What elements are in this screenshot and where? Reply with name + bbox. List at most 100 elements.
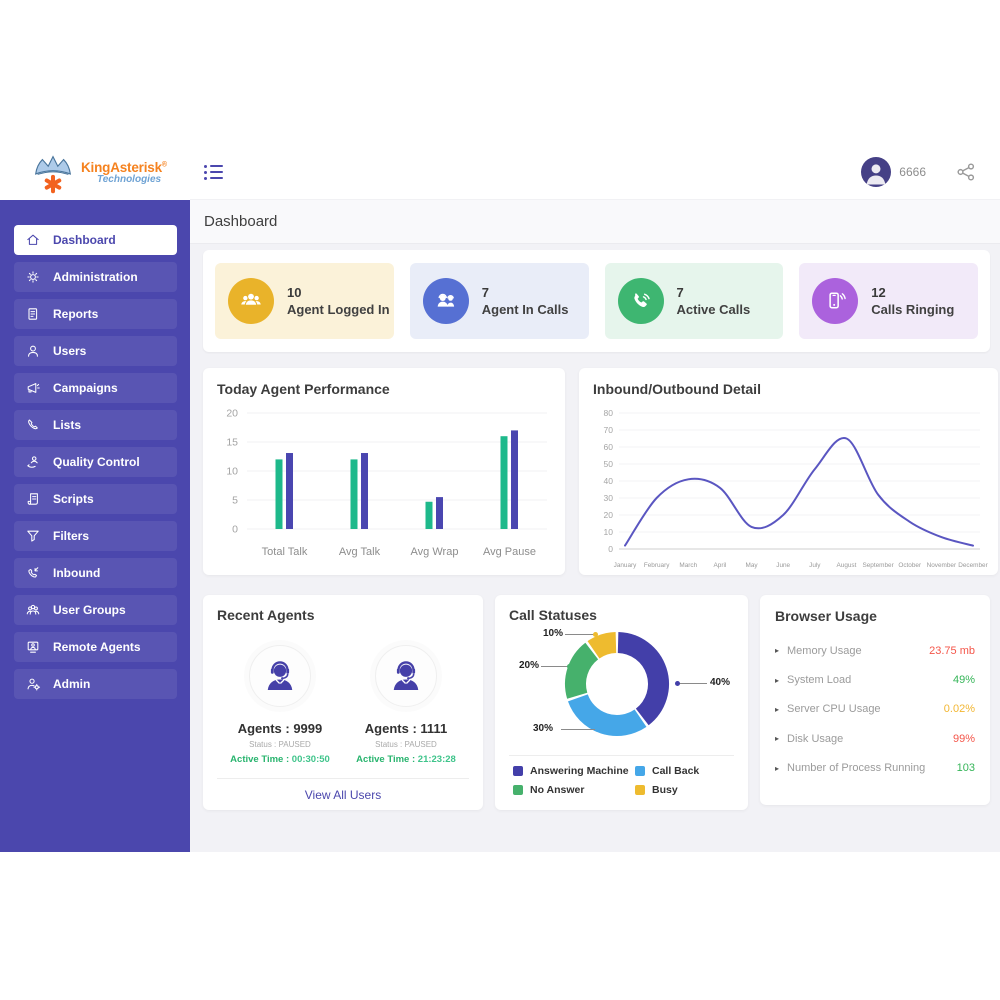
sidebar-item-filters[interactable]: Filters bbox=[14, 521, 177, 551]
legend-label: No Answer bbox=[530, 784, 585, 796]
stat-label: Calls Ringing bbox=[871, 302, 955, 317]
sidebar-item-label: Administration bbox=[53, 270, 138, 284]
page-title: Dashboard bbox=[204, 213, 278, 230]
legend-item-no-answer: No Answer bbox=[513, 784, 635, 796]
sidebar: Dashboard Administration Reports Users Campa… bbox=[0, 200, 190, 852]
browser-usage-card: Browser Usage ▸ Memory Usage 23.75 mb ▸ Syst… bbox=[760, 595, 990, 805]
legend-swatch bbox=[513, 785, 523, 795]
filter-icon bbox=[27, 530, 39, 542]
sidebar-item-reports[interactable]: Reports bbox=[14, 299, 177, 329]
dashboard-content: 10 Agent Logged In 7 Agent In Calls 7 Active … bbox=[190, 244, 1000, 810]
svg-text:May: May bbox=[746, 562, 759, 569]
sidebar-item-campaigns[interactable]: Campaigns bbox=[14, 373, 177, 403]
legend-swatch bbox=[635, 785, 645, 795]
sidebar-item-scripts[interactable]: Scripts bbox=[14, 484, 177, 514]
svg-text:August: August bbox=[837, 562, 857, 569]
svg-text:30: 30 bbox=[604, 493, 614, 503]
usage-label: Number of Process Running bbox=[787, 762, 926, 775]
agent-status: Status : PAUSED bbox=[249, 740, 311, 749]
usage-value: 23.75 mb bbox=[929, 644, 975, 657]
crown-asterisk-icon bbox=[35, 154, 71, 193]
top-bar: KingAsterisk® Technologies bbox=[0, 145, 1000, 200]
stat-card-agent-logged-in: 10 Agent Logged In bbox=[215, 263, 394, 339]
legend-item-busy: Busy bbox=[635, 784, 730, 796]
agent-agents-9999: Agents : 9999 Status : PAUSED Active Time … bbox=[230, 645, 330, 765]
usage-label: Server CPU Usage bbox=[787, 703, 881, 716]
legend-swatch bbox=[635, 766, 645, 776]
svg-text:October: October bbox=[898, 562, 922, 569]
agents-headset-icon bbox=[422, 278, 469, 324]
top-bar-main: 6666 bbox=[190, 145, 1000, 200]
svg-text:April: April bbox=[714, 562, 727, 569]
legend-item-call-back: Call Back bbox=[635, 765, 730, 777]
usage-value: 0.02% bbox=[943, 703, 975, 716]
browser-usage-row-system-load[interactable]: ▸ System Load 49% bbox=[775, 665, 975, 694]
sidebar-item-label: Quality Control bbox=[53, 455, 140, 469]
main-area: Dashboard 10 Agent Logged In 7 Agent In Cal… bbox=[190, 200, 1000, 852]
stat-value: 7 bbox=[481, 285, 489, 300]
stat-label: Agent Logged In bbox=[287, 302, 390, 317]
sidebar-item-label: Remote Agents bbox=[53, 640, 141, 654]
svg-text:Avg Wrap: Avg Wrap bbox=[411, 546, 459, 558]
agent-avatar bbox=[374, 645, 437, 707]
phone-call-icon bbox=[617, 278, 664, 324]
call-statuses-donut: 40% 30% 20% 10% bbox=[509, 625, 734, 747]
call-statuses-title: Call Statuses bbox=[509, 607, 597, 623]
svg-text:March: March bbox=[679, 562, 697, 569]
user-avatar[interactable] bbox=[861, 157, 892, 187]
svg-text:0: 0 bbox=[608, 544, 613, 554]
sidebar-item-remote-agents[interactable]: Remote Agents bbox=[14, 632, 177, 662]
donut-callout-40: 40% bbox=[710, 677, 731, 688]
legend-label: Busy bbox=[652, 784, 678, 796]
svg-text:Avg Talk: Avg Talk bbox=[339, 546, 381, 558]
remote-agent-icon bbox=[27, 641, 39, 653]
view-all-users-link[interactable]: View All Users bbox=[304, 787, 382, 802]
browser-usage-row-number-of-process-running[interactable]: ▸ Number of Process Running 103 bbox=[775, 754, 975, 783]
user-id-label: 6666 bbox=[899, 165, 926, 179]
sidebar-item-user-groups[interactable]: User Groups bbox=[14, 595, 177, 625]
legend-swatch bbox=[513, 766, 523, 776]
inbound-outbound-chart: 0 10 20 30 40 50 60 70 80 January February March Apr… bbox=[604, 408, 989, 569]
phone-icon bbox=[28, 419, 38, 430]
sidebar-item-administration[interactable]: Administration bbox=[14, 262, 177, 292]
sidebar-item-users[interactable]: Users bbox=[14, 336, 177, 366]
app-window: KingAsterisk® Technologies bbox=[0, 145, 1000, 852]
usage-label: Memory Usage bbox=[787, 644, 862, 657]
caret-right-icon: ▸ bbox=[775, 646, 780, 656]
svg-text:10: 10 bbox=[226, 466, 238, 478]
caret-right-icon: ▸ bbox=[775, 704, 780, 714]
usage-value: 99% bbox=[952, 732, 975, 745]
share-icon[interactable] bbox=[956, 162, 976, 182]
inbound-phone-icon bbox=[28, 567, 39, 578]
svg-text:50: 50 bbox=[604, 459, 614, 469]
sidebar-item-inbound[interactable]: Inbound bbox=[14, 558, 177, 588]
agents-row: Agents : 9999 Status : PAUSED Active Time … bbox=[217, 645, 469, 765]
svg-text:Avg Pause: Avg Pause bbox=[483, 546, 536, 558]
svg-text:Total Talk: Total Talk bbox=[262, 546, 308, 558]
menu-toggle-icon[interactable] bbox=[204, 164, 223, 180]
megaphone-icon bbox=[27, 383, 40, 393]
browser-usage-row-memory-usage[interactable]: ▸ Memory Usage 23.75 mb bbox=[775, 636, 975, 665]
sidebar-item-dashboard[interactable]: Dashboard bbox=[14, 225, 177, 255]
browser-usage-row-server-cpu-usage[interactable]: ▸ Server CPU Usage 0.02% bbox=[775, 695, 975, 724]
legend-label: Answering Machine bbox=[530, 765, 629, 777]
browser-usage-title: Browser Usage bbox=[775, 608, 877, 624]
svg-text:80: 80 bbox=[604, 408, 614, 418]
sidebar-item-quality-control[interactable]: Quality Control bbox=[14, 447, 177, 477]
sidebar-item-admin[interactable]: Admin bbox=[14, 669, 177, 699]
stat-label: Agent In Calls bbox=[481, 302, 569, 317]
svg-text:January: January bbox=[614, 562, 638, 569]
donut-callout-10: 10% bbox=[542, 628, 563, 639]
legend-label: Call Back bbox=[652, 765, 700, 777]
svg-text:December: December bbox=[958, 562, 988, 569]
browser-usage-row-disk-usage[interactable]: ▸ Disk Usage 99% bbox=[775, 724, 975, 753]
sidebar-item-label: Dashboard bbox=[53, 233, 116, 247]
page-title-bar: Dashboard bbox=[190, 200, 1000, 244]
sidebar-item-lists[interactable]: Lists bbox=[14, 410, 177, 440]
stat-card-active-calls: 7 Active Calls bbox=[604, 263, 784, 339]
agent-active-time: Active Time : 00:30:50 bbox=[230, 754, 330, 765]
brand-name: KingAsterisk® bbox=[81, 160, 167, 175]
script-icon bbox=[27, 493, 38, 505]
svg-text:5: 5 bbox=[232, 495, 238, 507]
